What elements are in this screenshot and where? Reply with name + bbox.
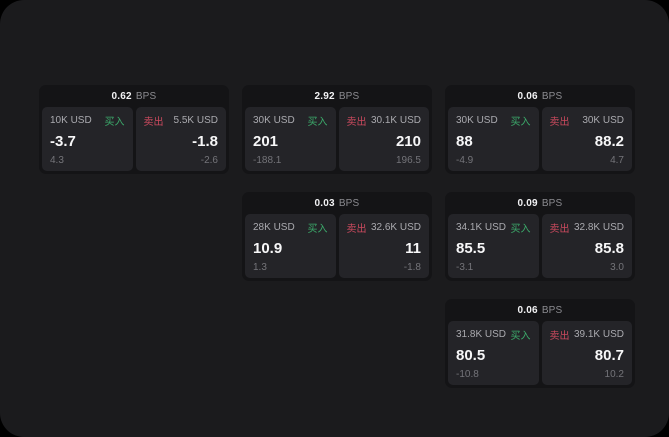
buy-price: 85.5: [456, 240, 486, 257]
buy-amount-label: 34.1K USD: [456, 222, 507, 233]
sell-delta: 3.0: [610, 262, 624, 273]
quote-card: 0.09 BPS 34.1K USD 买入 85.5 -3.1 卖出 32.8K…: [445, 192, 635, 281]
buy-side-label: 买入: [307, 224, 328, 235]
spread-value: 0.06: [517, 90, 538, 102]
sell-side-label: 卖出: [346, 117, 367, 128]
buy-delta: -10.8: [456, 369, 479, 380]
buy-side-label: 买入: [510, 224, 531, 235]
spread-unit-label: BPS: [541, 197, 563, 209]
buy-price: -3.7: [50, 133, 76, 150]
buy-side-label: 买入: [510, 117, 531, 128]
spread-header: 0.03 BPS: [242, 192, 432, 214]
spread-value: 0.03: [314, 197, 335, 209]
spread-unit-label: BPS: [338, 197, 360, 209]
sell-panel[interactable]: 卖出 30.1K USD 210 196.5: [338, 107, 429, 171]
sell-panel[interactable]: 卖出 32.6K USD 11 -1.8: [338, 214, 429, 278]
quote-panels: 10K USD 买入 -3.7 4.3 卖出 5.5K USD -1.8 -2.…: [39, 107, 229, 174]
sell-price: 11: [405, 240, 421, 257]
quote-panels: 28K USD 买入 10.9 1.3 卖出 32.6K USD 11 -1.8: [242, 214, 432, 281]
sell-amount-label: 32.6K USD: [370, 222, 421, 233]
buy-panel[interactable]: 34.1K USD 买入 85.5 -3.1: [448, 214, 539, 278]
buy-panel[interactable]: 31.8K USD 买入 80.5 -10.8: [448, 321, 539, 385]
buy-amount-label: 30K USD: [456, 115, 498, 126]
sell-amount-label: 30.1K USD: [370, 115, 421, 126]
quote-panels: 34.1K USD 买入 85.5 -3.1 卖出 32.8K USD 85.8…: [445, 214, 635, 281]
buy-panel[interactable]: 10K USD 买入 -3.7 4.3: [42, 107, 133, 171]
sell-delta: 10.2: [604, 369, 624, 380]
quote-card: 0.06 BPS 31.8K USD 买入 80.5 -10.8 卖出 39.1…: [445, 299, 635, 388]
sell-amount-label: 39.1K USD: [573, 329, 624, 340]
sell-side-label: 卖出: [549, 331, 570, 342]
spread-header: 0.09 BPS: [445, 192, 635, 214]
sell-panel[interactable]: 卖出 30K USD 88.2 4.7: [541, 107, 632, 171]
sell-price: -1.8: [192, 133, 218, 150]
spread-value: 0.62: [111, 90, 132, 102]
buy-amount-label: 28K USD: [253, 222, 295, 233]
sell-panel[interactable]: 卖出 39.1K USD 80.7 10.2: [541, 321, 632, 385]
spread-value: 0.06: [517, 304, 538, 316]
sell-price: 210: [395, 133, 421, 150]
spread-header: 0.62 BPS: [39, 85, 229, 107]
sell-price: 88.2: [594, 133, 624, 150]
sell-delta: -1.8: [403, 262, 421, 273]
sell-amount-label: 5.5K USD: [173, 115, 218, 126]
buy-delta: -4.9: [456, 155, 474, 166]
sell-price: 85.8: [594, 240, 624, 257]
sell-panel[interactable]: 卖出 5.5K USD -1.8 -2.6: [135, 107, 226, 171]
quote-card: 0.03 BPS 28K USD 买入 10.9 1.3 卖出 32.6K US…: [242, 192, 432, 281]
quote-card: 2.92 BPS 30K USD 买入 201 -188.1 卖出 30.1K …: [242, 85, 432, 174]
sell-amount-label: 30K USD: [582, 115, 624, 126]
quote-card: 0.62 BPS 10K USD 买入 -3.7 4.3 卖出 5.5K USD: [39, 85, 229, 174]
sell-side-label: 卖出: [549, 224, 570, 235]
quote-card-grid: 0.62 BPS 10K USD 买入 -3.7 4.3 卖出 5.5K USD: [39, 85, 635, 388]
buy-delta: 1.3: [253, 262, 267, 273]
buy-amount-label: 30K USD: [253, 115, 295, 126]
buy-panel[interactable]: 30K USD 买入 88 -4.9: [448, 107, 539, 171]
buy-price: 80.5: [456, 347, 486, 364]
sell-side-label: 卖出: [549, 117, 570, 128]
sell-delta: 4.7: [610, 155, 624, 166]
buy-side-label: 买入: [104, 117, 125, 128]
buy-panel[interactable]: 28K USD 买入 10.9 1.3: [245, 214, 336, 278]
buy-amount-label: 31.8K USD: [456, 329, 507, 340]
quote-card: 0.06 BPS 30K USD 买入 88 -4.9 卖出 30K USD: [445, 85, 635, 174]
sell-side-label: 卖出: [346, 224, 367, 235]
spread-unit-label: BPS: [135, 90, 157, 102]
sell-amount-label: 32.8K USD: [573, 222, 624, 233]
quote-panels: 31.8K USD 买入 80.5 -10.8 卖出 39.1K USD 80.…: [445, 321, 635, 388]
buy-delta: 4.3: [50, 155, 64, 166]
quote-panels: 30K USD 买入 88 -4.9 卖出 30K USD 88.2 4.7: [445, 107, 635, 174]
sell-delta: 196.5: [395, 155, 421, 166]
sell-panel[interactable]: 卖出 32.8K USD 85.8 3.0: [541, 214, 632, 278]
buy-amount-label: 10K USD: [50, 115, 92, 126]
buy-panel[interactable]: 30K USD 买入 201 -188.1: [245, 107, 336, 171]
spread-header: 0.06 BPS: [445, 85, 635, 107]
sell-delta: -2.6: [200, 155, 218, 166]
sell-side-label: 卖出: [143, 117, 164, 128]
spread-unit-label: BPS: [541, 90, 563, 102]
spread-value: 0.09: [517, 197, 538, 209]
buy-price: 10.9: [253, 240, 283, 257]
sell-price: 80.7: [594, 347, 624, 364]
buy-delta: -188.1: [253, 155, 282, 166]
spread-header: 2.92 BPS: [242, 85, 432, 107]
spread-header: 0.06 BPS: [445, 299, 635, 321]
buy-side-label: 买入: [510, 331, 531, 342]
spread-unit-label: BPS: [338, 90, 360, 102]
buy-delta: -3.1: [456, 262, 474, 273]
spread-value: 2.92: [314, 90, 335, 102]
buy-side-label: 买入: [307, 117, 328, 128]
spread-unit-label: BPS: [541, 304, 563, 316]
buy-price: 88: [456, 133, 473, 150]
quote-panels: 30K USD 买入 201 -188.1 卖出 30.1K USD 210 1…: [242, 107, 432, 174]
buy-price: 201: [253, 133, 279, 150]
